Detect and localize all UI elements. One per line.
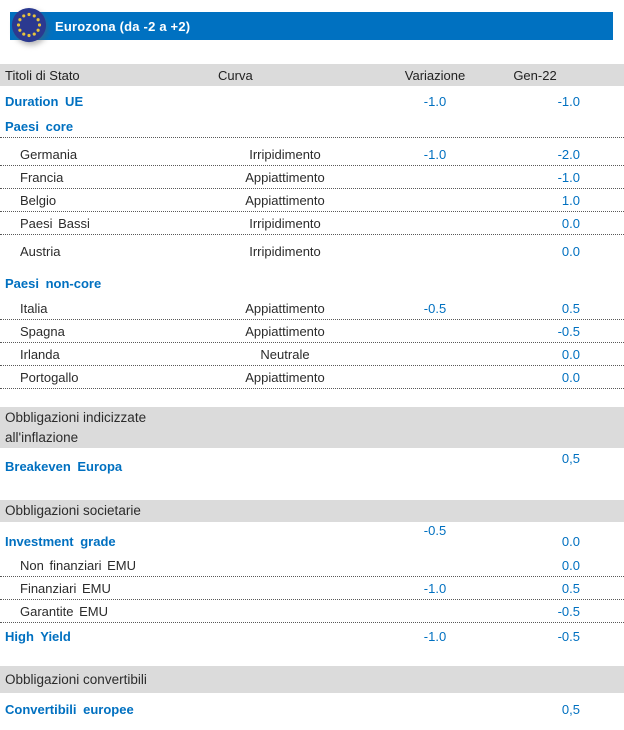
table-row: Spagna Appiattimento -0.5	[0, 320, 624, 343]
row-label: Belgio	[20, 192, 57, 208]
variazione-value: -1.0	[423, 580, 447, 596]
row-label: Italia	[20, 300, 48, 316]
row-label: Portogallo	[20, 369, 79, 385]
gen22-value: 0,5	[561, 701, 580, 717]
gen22-value: -2.0	[557, 146, 580, 162]
row-label: Non finanziari EMU	[20, 557, 136, 573]
variazione-value: -0.5	[423, 300, 447, 316]
section-header-label: Obbligazioni convertibili	[5, 671, 147, 687]
table-row: Obbligazioni indicizzate all'inflazione	[0, 407, 624, 448]
table-row: Irlanda Neutrale 0.0	[0, 343, 624, 366]
section-header-label: all'inflazione	[5, 429, 79, 445]
column-header-gen22: Gen-22	[513, 67, 557, 83]
gen22-value: -1.0	[557, 93, 580, 109]
table-row: Garantite EMU -0.5	[0, 600, 624, 623]
table-row: Finanziari EMU -1.0 0.5	[0, 577, 624, 600]
table-row: Convertibili europee 0,5	[0, 698, 624, 720]
table-row: High Yield -1.0 -0.5	[0, 625, 624, 648]
variazione-value: -1.0	[423, 93, 447, 109]
table-row: Paesi non-core	[0, 272, 624, 294]
variazione-value: -1.0	[423, 629, 447, 644]
gen22-value: 0.0	[561, 346, 580, 362]
row-label: Duration UE	[5, 93, 84, 109]
curva-value: Irripidimento	[249, 215, 321, 231]
gen22-value: 0.0	[561, 534, 580, 549]
row-label: Breakeven Europa	[5, 459, 123, 474]
gen22-value: -0.5	[557, 603, 580, 619]
row-label: Francia	[20, 169, 64, 185]
table-row: Duration UE -1.0 -1.0	[0, 90, 624, 112]
curva-value: Appiattimento	[245, 300, 325, 316]
table-row: Non finanziari EMU 0.0	[0, 554, 624, 577]
gen22-value: 0.5	[561, 580, 580, 596]
row-label: Investment grade	[5, 534, 116, 549]
gen22-value: 0.0	[561, 243, 580, 259]
table-row: Investment grade -0.5 0.0	[0, 523, 624, 550]
row-label: Paesi Bassi	[20, 215, 90, 231]
curva-value: Appiattimento	[245, 369, 325, 385]
row-label: Paesi core	[5, 119, 74, 134]
variazione-value: -0.5	[423, 523, 447, 538]
row-label: Paesi non-core	[5, 275, 102, 291]
gen22-value: 0.0	[561, 369, 580, 385]
gen22-value: 0.0	[561, 215, 580, 231]
gen22-value: 0.0	[561, 557, 580, 573]
curva-value: Irripidimento	[249, 146, 321, 162]
row-label: Irlanda	[20, 346, 60, 362]
section-header-label: Obbligazioni indicizzate	[5, 409, 147, 425]
table-row: Breakeven Europa 0,5	[0, 451, 624, 475]
section-header-label: Obbligazioni societarie	[5, 503, 141, 519]
table-row: Obbligazioni societarie	[0, 500, 624, 522]
gen22-value: 1.0	[561, 192, 580, 208]
eu-flag-icon	[8, 4, 50, 46]
row-label: High Yield	[5, 629, 71, 644]
row-label: Austria	[20, 243, 61, 259]
table-row: Paesi core	[0, 116, 624, 138]
row-label: Spagna	[20, 323, 65, 339]
curva-value: Appiattimento	[245, 323, 325, 339]
table-header-row: Titoli di Stato Curva Variazione Gen-22	[0, 64, 624, 86]
curva-value: Neutrale	[260, 346, 310, 362]
table-row: Belgio Appiattimento 1.0	[0, 189, 624, 212]
title-bar: Eurozona (da -2 a +2)	[10, 12, 613, 40]
curva-value: Appiattimento	[245, 169, 325, 185]
title-bar-label: Eurozona (da -2 a +2)	[55, 18, 191, 34]
gen22-value: -1.0	[557, 169, 580, 185]
gen22-value: -0.5	[557, 629, 580, 644]
column-header-titoli: Titoli di Stato	[5, 67, 80, 83]
gen22-value: 0,5	[561, 451, 580, 466]
row-label: Garantite EMU	[20, 603, 108, 619]
table-body: Duration UE -1.0 -1.0 Paesi core Germania Irr…	[0, 90, 624, 720]
table-row: Italia Appiattimento -0.5 0.5	[0, 297, 624, 320]
row-label: Germania	[20, 146, 78, 162]
table-row: Austria Irripidimento 0.0	[0, 240, 624, 262]
gen22-value: -0.5	[557, 323, 580, 339]
table-row: Portogallo Appiattimento 0.0	[0, 366, 624, 389]
variazione-value: -1.0	[423, 146, 447, 162]
column-header-curva: Curva	[218, 67, 253, 83]
allocation-table: Titoli di Stato Curva Variazione Gen-22 …	[0, 64, 624, 720]
table-row: Paesi Bassi Irripidimento 0.0	[0, 212, 624, 235]
table-row: Germania Irripidimento -1.0 -2.0	[0, 143, 624, 166]
column-header-variazione: Variazione	[404, 67, 466, 83]
curva-value: Appiattimento	[245, 192, 325, 208]
gen22-value: 0.5	[561, 300, 580, 316]
row-label: Convertibili europee	[5, 701, 134, 717]
curva-value: Irripidimento	[249, 243, 321, 259]
table-row: Francia Appiattimento -1.0	[0, 166, 624, 189]
table-row: Obbligazioni convertibili	[0, 666, 624, 693]
row-label: Finanziari EMU	[20, 580, 111, 596]
